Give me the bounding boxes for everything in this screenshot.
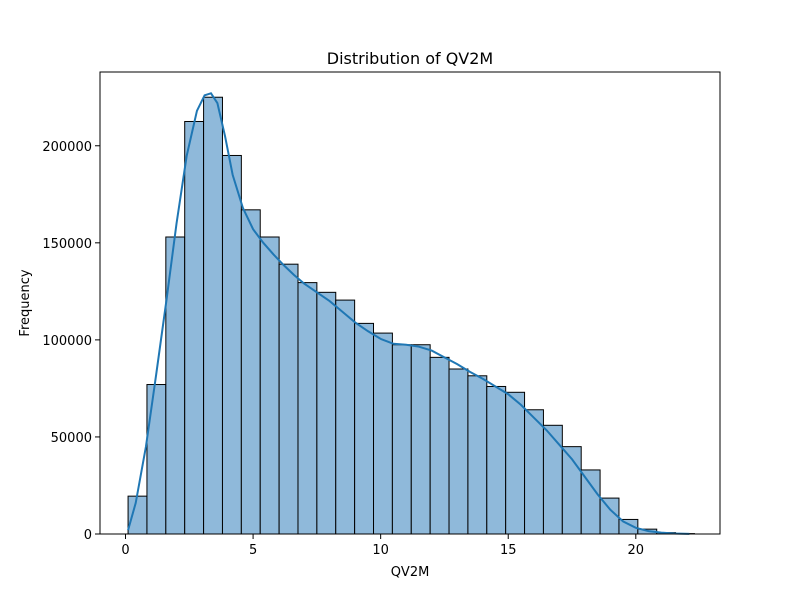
x-tick-label: 0: [121, 543, 129, 558]
histogram-bar: [542, 424, 563, 535]
histogram-bar: [373, 332, 393, 535]
histogram-bar: [335, 299, 356, 535]
x-axis-ticks: 0 5 10 15 20: [121, 534, 644, 558]
histogram-bar: [429, 356, 450, 535]
histogram-bar: [146, 384, 167, 535]
kde-curve: [127, 92, 690, 535]
x-tick-label: 10: [372, 543, 389, 558]
histogram-bar: [467, 375, 488, 535]
x-axis-label: QV2M: [391, 565, 430, 580]
y-tick-label: 100000: [42, 334, 92, 349]
histogram-bar: [505, 391, 526, 535]
histogram-bar: [203, 96, 223, 535]
histogram-bar: [127, 495, 148, 535]
histogram-bar: [259, 236, 280, 535]
y-tick-label: 150000: [42, 237, 92, 252]
histogram-bar: [410, 344, 431, 535]
histogram-bar: [524, 409, 544, 535]
y-tick-label: 50000: [51, 431, 92, 446]
histogram-bar: [278, 263, 299, 535]
histogram-bar: [316, 291, 337, 535]
histogram-bar: [580, 469, 601, 535]
x-tick-label: 20: [628, 543, 645, 558]
y-axis-ticks: 0 50000 100000 150000 200000: [42, 140, 100, 543]
y-tick-label: 0: [84, 528, 92, 543]
histogram-bar: [240, 209, 261, 535]
y-axis-label: Frequency: [18, 269, 33, 336]
plot-frame: [99, 71, 721, 535]
y-tick-label: 200000: [42, 140, 92, 155]
histogram-bar: [184, 121, 205, 535]
x-tick-label: 15: [500, 543, 517, 558]
histogram-bar: [354, 322, 375, 535]
histogram-bar: [448, 368, 469, 535]
chart-title: Distribution of QV2M: [327, 49, 493, 68]
histogram-bar: [221, 154, 242, 535]
histogram-bars: [127, 96, 695, 535]
histogram-bar: [297, 282, 318, 535]
histogram-bar: [486, 385, 507, 535]
histogram-bar: [391, 344, 412, 535]
x-tick-label: 5: [249, 543, 257, 558]
